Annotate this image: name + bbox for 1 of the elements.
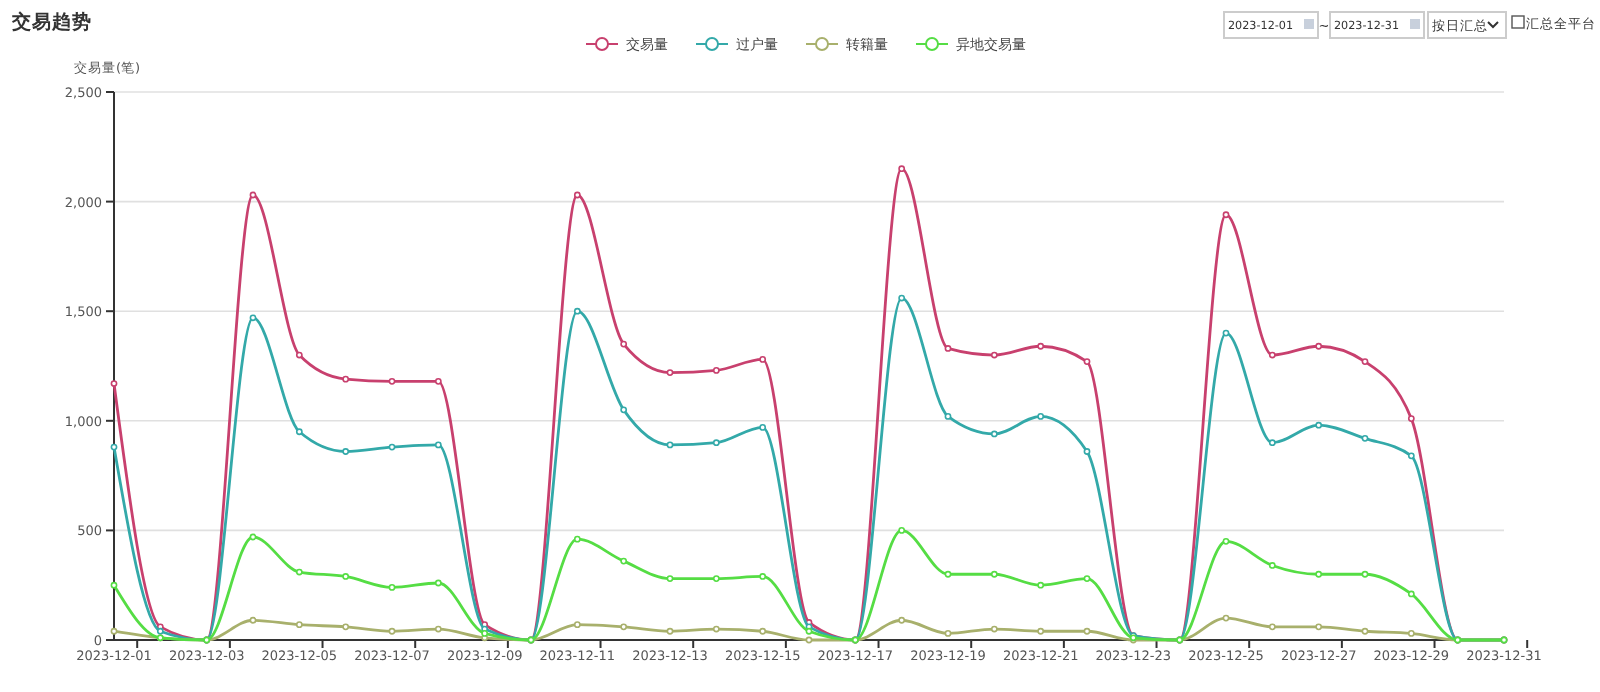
chart-title: 交易趋势 bbox=[10, 10, 92, 34]
